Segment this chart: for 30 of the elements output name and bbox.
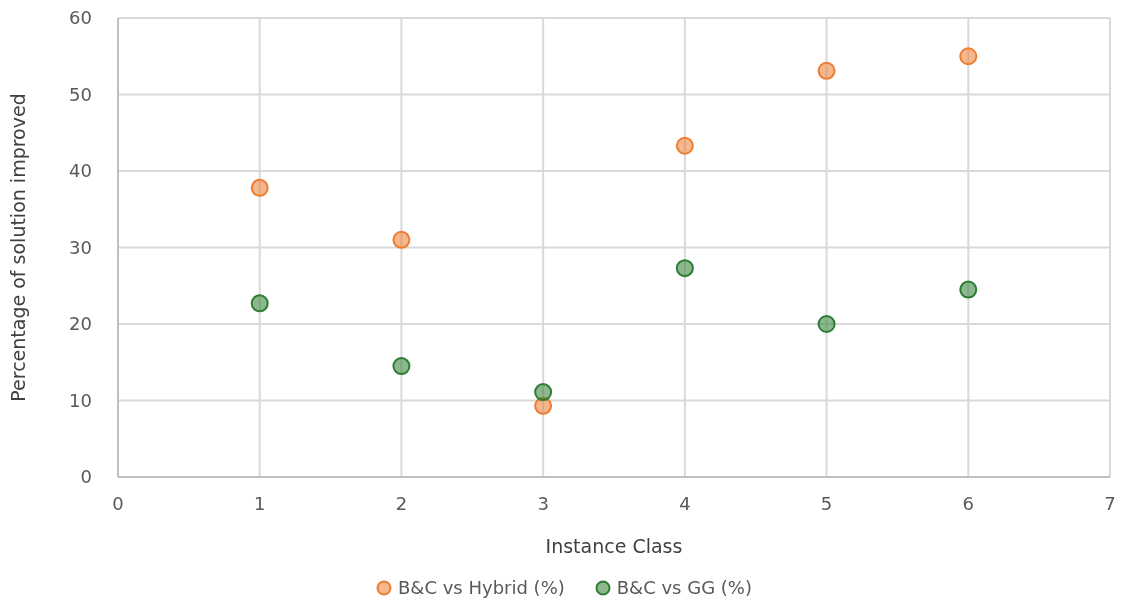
point [959,47,978,66]
y-tick-label: 50 [69,83,92,105]
x-tick-label: 7 [1104,492,1116,514]
x-tick-label: 5 [820,492,833,514]
y-tick-label: 40 [69,160,92,182]
y-axis-title: Percentage of solution improved [6,93,29,402]
point [392,230,411,249]
point [817,315,836,333]
x-axis-title: Instance Class [545,535,683,557]
legend-label: B&C vs Hybrid (%) [398,577,565,598]
point [817,61,836,80]
x-tick-label: 3 [537,492,549,514]
point [675,259,694,278]
y-tick-label: 0 [80,466,92,488]
point [250,294,269,313]
y-tick-label: 60 [69,7,92,29]
x-tick-label: 0 [112,492,124,514]
legend-label: B&C vs GG (%) [616,577,752,598]
y-tick-label: 10 [69,389,92,411]
point [534,383,553,402]
point [250,178,269,197]
x-tick-label: 6 [962,492,975,514]
y-tick-label: 20 [69,313,92,335]
x-tick-label: 4 [679,492,691,514]
x-tick-label: 2 [395,492,408,514]
x-tick-label: 1 [253,492,266,514]
point [392,357,411,376]
y-tick-label: 30 [69,236,92,258]
point [675,136,694,155]
point [959,280,978,299]
